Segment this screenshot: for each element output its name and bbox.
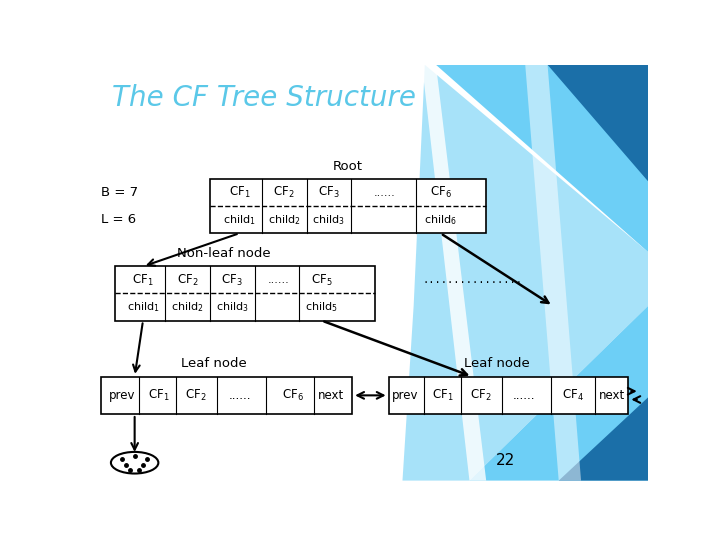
Text: CF$_1$: CF$_1$ xyxy=(432,388,454,403)
Text: ......: ...... xyxy=(374,188,395,198)
Text: CF$_5$: CF$_5$ xyxy=(311,272,333,287)
Text: The CF Tree Structure: The CF Tree Structure xyxy=(112,84,416,112)
Text: CF$_3$: CF$_3$ xyxy=(318,185,340,200)
Polygon shape xyxy=(422,65,486,481)
Text: CF$_6$: CF$_6$ xyxy=(282,388,303,403)
Text: CF$_1$: CF$_1$ xyxy=(229,185,251,200)
Polygon shape xyxy=(526,65,581,481)
Text: ......: ...... xyxy=(268,275,289,285)
Text: ................: ................ xyxy=(422,275,522,285)
Text: child$_3$: child$_3$ xyxy=(312,213,345,227)
Bar xyxy=(210,179,486,233)
Text: child$_3$: child$_3$ xyxy=(216,300,248,314)
Text: next: next xyxy=(318,389,344,402)
Text: CF$_4$: CF$_4$ xyxy=(562,388,584,403)
Text: CF$_2$: CF$_2$ xyxy=(274,185,295,200)
Text: child$_1$: child$_1$ xyxy=(223,213,256,227)
Text: 22: 22 xyxy=(496,453,516,468)
Text: Leaf node: Leaf node xyxy=(181,357,247,370)
Text: CF$_2$: CF$_2$ xyxy=(470,388,491,403)
Text: child$_5$: child$_5$ xyxy=(305,300,338,314)
Text: Non-leaf node: Non-leaf node xyxy=(177,247,271,260)
Polygon shape xyxy=(559,397,648,481)
Polygon shape xyxy=(402,65,648,481)
Text: Leaf node: Leaf node xyxy=(464,357,529,370)
Text: prev: prev xyxy=(109,389,135,402)
Text: L = 6: L = 6 xyxy=(101,213,136,226)
Text: B = 7: B = 7 xyxy=(101,186,138,199)
Text: CF$_2$: CF$_2$ xyxy=(185,388,207,403)
Text: prev: prev xyxy=(392,389,418,402)
Bar xyxy=(389,377,629,414)
Ellipse shape xyxy=(111,452,158,474)
Text: CF$_6$: CF$_6$ xyxy=(430,185,451,200)
Bar xyxy=(101,377,352,414)
Polygon shape xyxy=(469,306,648,481)
Text: child$_1$: child$_1$ xyxy=(127,300,159,314)
Bar xyxy=(115,266,374,321)
Text: CF$_3$: CF$_3$ xyxy=(222,272,243,287)
Text: CF$_1$: CF$_1$ xyxy=(148,388,169,403)
Text: CF$_2$: CF$_2$ xyxy=(177,272,199,287)
Text: CF$_1$: CF$_1$ xyxy=(132,272,154,287)
Text: child$_2$: child$_2$ xyxy=(171,300,204,314)
Text: child$_6$: child$_6$ xyxy=(424,213,457,227)
Text: ......: ...... xyxy=(513,389,536,402)
Text: Root: Root xyxy=(333,160,363,173)
Text: next: next xyxy=(598,389,625,402)
Polygon shape xyxy=(547,65,648,181)
Text: child$_2$: child$_2$ xyxy=(268,213,300,227)
Text: ......: ...... xyxy=(228,389,251,402)
Polygon shape xyxy=(436,65,648,252)
